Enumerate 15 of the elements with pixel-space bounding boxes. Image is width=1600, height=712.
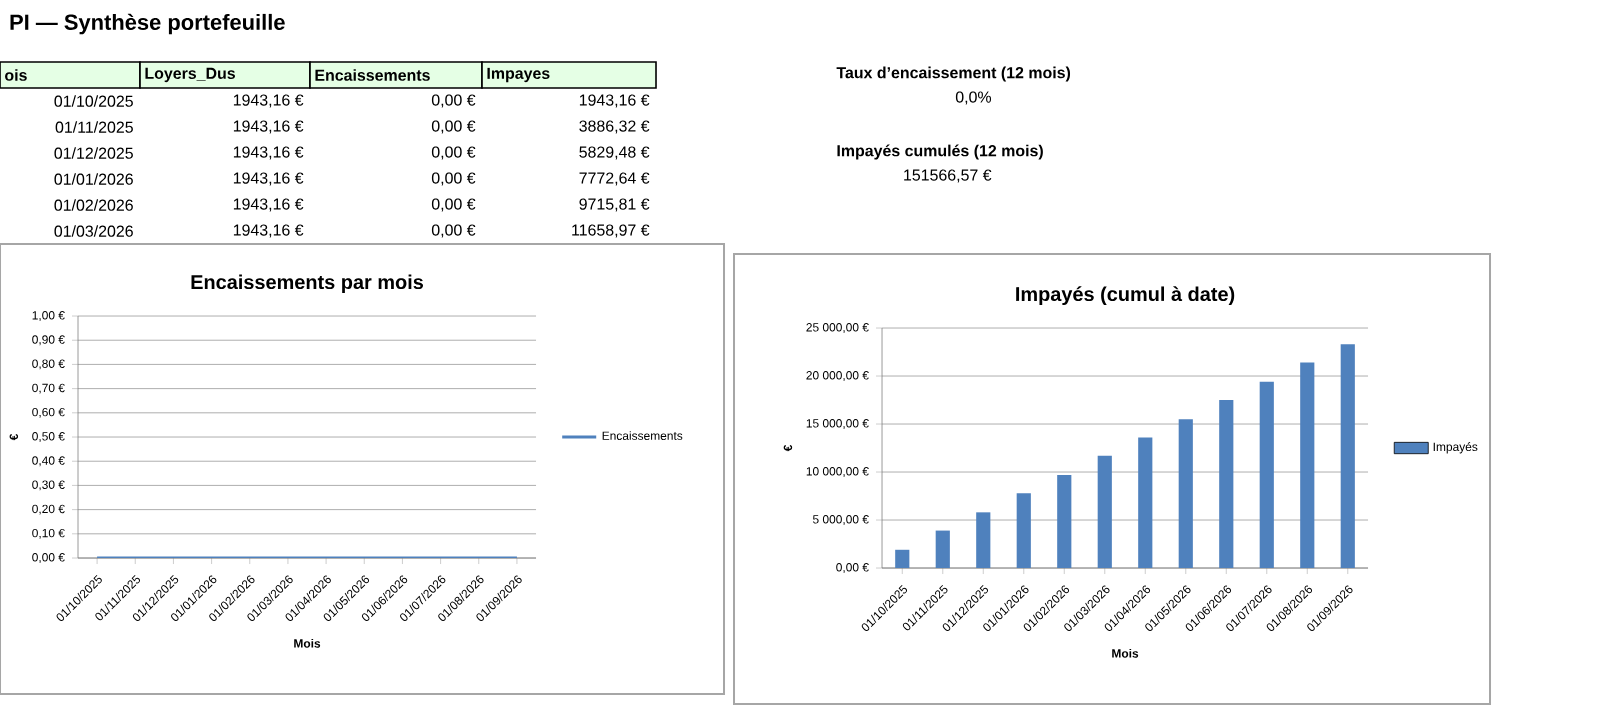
bar [895, 549, 910, 569]
bar [1259, 381, 1274, 569]
chart-title: Encaissements par mois [191, 274, 424, 294]
bar [1178, 419, 1193, 569]
bar [1138, 437, 1153, 569]
bar [976, 512, 991, 569]
bar [1057, 474, 1072, 569]
text: PI — Synthèse portefeuille [10, 13, 285, 35]
bar [1219, 400, 1234, 569]
bar [1340, 344, 1355, 569]
bar [1016, 493, 1031, 569]
chart-title: Impayés (cumul à date) [1016, 286, 1235, 306]
bar [1300, 362, 1315, 569]
bar [935, 530, 950, 569]
bar [1097, 455, 1112, 569]
